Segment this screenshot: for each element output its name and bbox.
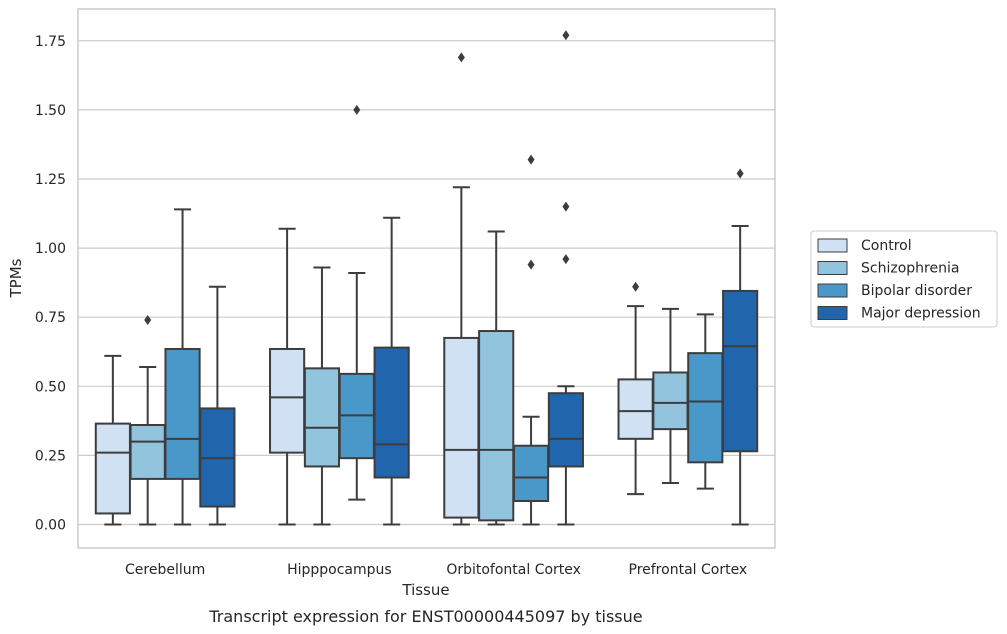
outlier-point — [632, 281, 640, 292]
box-schizophrenia — [652, 307, 689, 485]
x-tick-label: Cerebellum — [125, 562, 205, 578]
outlier-point — [527, 154, 535, 165]
box-major-depression — [199, 285, 236, 526]
legend-swatch — [817, 283, 848, 298]
box-control — [94, 354, 131, 526]
outlier-point — [736, 168, 744, 179]
box-iqr — [617, 378, 654, 440]
legend-frame — [810, 230, 998, 328]
outlier-point — [144, 314, 152, 325]
y-tick-label: 0.25 — [35, 448, 66, 464]
y-axis-ticks: 0.00 0.25 0.50 0.75 1.00 1.25 1.50 1.75 — [35, 34, 66, 534]
x-tick-label: Hipppocampus — [287, 562, 392, 578]
box-iqr — [94, 422, 131, 515]
x-tick-label: Orbitofontal Cortex — [446, 562, 581, 578]
outlier-point — [562, 30, 570, 41]
box-bipolar-disorder — [338, 104, 375, 501]
legend-label: Control — [861, 238, 912, 254]
box-bipolar-disorder — [687, 313, 724, 490]
box-bipolar-disorder — [164, 208, 201, 526]
box-iqr — [164, 347, 201, 480]
box-major-depression — [373, 216, 410, 526]
box-plot-marks — [94, 30, 759, 526]
box-iqr — [687, 352, 724, 464]
y-tick-label: 1.50 — [35, 103, 66, 119]
legend-label: Schizophrenia — [861, 261, 959, 277]
box-iqr — [303, 367, 341, 468]
box-schizophrenia — [303, 266, 341, 526]
y-tick-label: 0.75 — [35, 310, 66, 326]
outlier-point — [562, 201, 570, 212]
box-iqr — [722, 289, 759, 453]
outlier-point — [353, 104, 361, 115]
outlier-point — [457, 52, 465, 63]
box-iqr — [129, 423, 166, 480]
box-major-depression — [547, 30, 584, 526]
box-iqr — [373, 346, 410, 479]
box-control — [269, 227, 306, 526]
y-tick-label: 1.00 — [35, 241, 66, 257]
y-tick-label: 0.50 — [35, 379, 66, 395]
legend-swatch — [817, 261, 848, 275]
y-tick-label: 1.75 — [35, 34, 66, 50]
y-axis-title: TPMs — [7, 258, 25, 298]
box-control — [617, 281, 654, 496]
x-axis-ticks: Cerebellum Hipppocampus Orbitofontal Corte… — [125, 562, 747, 578]
legend-swatch — [817, 306, 848, 320]
box-iqr — [269, 347, 306, 454]
chart-caption: Transcript expression for ENST0000044509… — [208, 607, 642, 626]
box-iqr — [547, 392, 584, 468]
box-major-depression — [722, 168, 759, 526]
box-iqr — [512, 444, 550, 503]
box-control — [443, 52, 480, 526]
y-tick-label: 0.00 — [35, 518, 66, 534]
box-iqr — [478, 330, 515, 522]
legend: Control Schizophrenia Bipolar disorder Majo… — [810, 230, 998, 328]
y-tick-label: 1.25 — [35, 172, 66, 188]
x-axis-title: Tissue — [401, 581, 449, 599]
box-schizophrenia — [129, 314, 166, 526]
legend-label: Major depression — [861, 306, 981, 322]
box-iqr — [652, 371, 689, 431]
legend-label: Bipolar disorder — [861, 283, 972, 299]
outlier-point — [562, 254, 570, 265]
plot-frame — [77, 8, 776, 549]
legend-swatch — [817, 238, 848, 253]
box-schizophrenia — [478, 230, 515, 526]
box-iqr — [443, 336, 480, 519]
outlier-point — [527, 259, 535, 270]
x-tick-label: Prefrontal Cortex — [629, 562, 748, 578]
box-bipolar-disorder — [512, 154, 550, 526]
